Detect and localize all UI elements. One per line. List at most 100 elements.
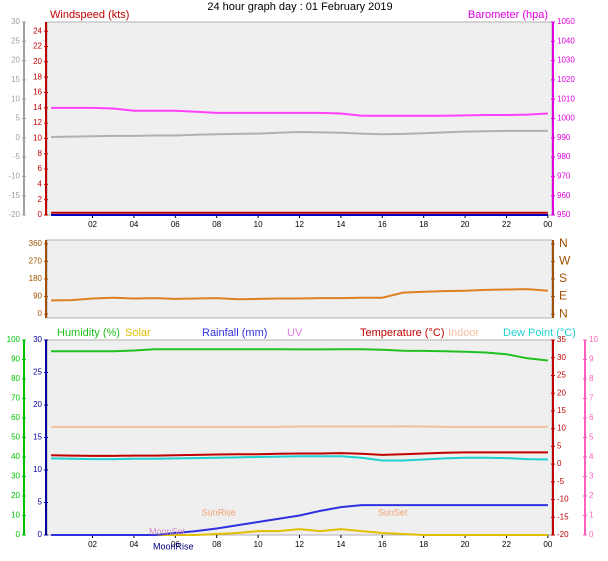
- y-tick-label: 0: [38, 530, 43, 539]
- x-tick-label: 10: [254, 540, 263, 549]
- x-tick-label: 16: [378, 220, 387, 229]
- x-tick-label: 20: [461, 220, 470, 229]
- y-tick-label: 20: [557, 388, 566, 397]
- y-tick-label: 30: [557, 353, 566, 362]
- series-line: [51, 348, 549, 362]
- x-tick-label: 16: [378, 540, 387, 549]
- legend-entry: Humidity (%): [57, 327, 120, 339]
- series-line: [51, 106, 548, 117]
- x-tick-label: 10: [254, 220, 263, 229]
- legend-entry: Temperature (°C): [360, 327, 444, 339]
- y-tick-label: 1000: [557, 114, 575, 123]
- y-tick-label: 6: [589, 413, 594, 422]
- y-tick-label: -20: [557, 530, 569, 539]
- x-tick-label: 08: [212, 220, 221, 229]
- annotation: MoonRise: [153, 541, 194, 551]
- series-line: [51, 455, 548, 462]
- y-tick-label: 4: [38, 179, 43, 188]
- annotation: SunSet: [378, 507, 408, 517]
- legend-entry: UV: [287, 327, 303, 339]
- y-tick-label: 15: [557, 406, 566, 415]
- y-tick-label: 1040: [557, 36, 575, 45]
- x-tick-label: 06: [171, 220, 180, 229]
- y-tick-label: 270: [29, 257, 43, 266]
- y-tick-label: -5: [557, 477, 565, 486]
- y-tick-label: 20: [33, 57, 42, 66]
- x-tick-label: 02: [88, 540, 97, 549]
- series-line: [51, 425, 548, 428]
- y-tick-label: 0: [38, 210, 43, 219]
- y-tick-label: 8: [589, 374, 594, 383]
- y-tick-label: 20: [11, 56, 20, 65]
- y-tick-label: 0: [16, 530, 21, 539]
- y-tick-label: 24: [33, 26, 42, 35]
- x-tick-label: 14: [336, 540, 345, 549]
- annotation: MoonSet: [149, 526, 186, 536]
- y-tick-label: 10: [589, 335, 598, 344]
- series-line: [51, 451, 548, 457]
- y2-axis-title: Barometer (hpa): [468, 9, 548, 21]
- y-tick-label: 25: [33, 368, 42, 377]
- y-tick-label: -15: [557, 512, 569, 521]
- y-tick-label: 990: [557, 133, 571, 142]
- annotation: SunRise: [202, 507, 236, 517]
- x-tick-label: 18: [419, 540, 428, 549]
- y-axis-title: Windspeed (kts): [50, 9, 129, 21]
- plot-area: [46, 21, 553, 216]
- y-tick-label: 25: [557, 371, 566, 380]
- y-tick-label: -10: [557, 495, 569, 504]
- y-tick-label: 5: [589, 433, 594, 442]
- legend-entry: Rainfall (mm): [202, 327, 267, 339]
- y-tick-label: 10: [11, 94, 20, 103]
- y-tick-label: 20: [11, 491, 20, 500]
- series-line: [51, 129, 548, 138]
- series-line: [51, 504, 548, 536]
- y-tick-label: 14: [33, 103, 42, 112]
- y-tick-label: 980: [557, 152, 571, 161]
- y-tick-label: -5: [13, 152, 21, 161]
- y-tick-label: 5: [16, 114, 21, 123]
- y-tick-label: 8: [38, 149, 43, 158]
- legend-entry: Solar: [125, 327, 151, 339]
- y-tick-label: 10: [33, 465, 42, 474]
- y-tick-label: 180: [29, 274, 43, 283]
- y-tick-label: 950: [557, 210, 571, 219]
- y-tick-label: 1020: [557, 75, 575, 84]
- y-tick-label: 60: [11, 413, 20, 422]
- y-tick-label: 1010: [557, 94, 575, 103]
- y-tick-label: 0: [557, 459, 562, 468]
- y-tick-label: 2: [38, 195, 43, 204]
- y-tick-label: 0: [38, 309, 43, 318]
- y-tick-label: 30: [33, 335, 42, 344]
- y-tick-label: 10: [11, 511, 20, 520]
- legend-entry: Dew Point (°C): [503, 327, 576, 339]
- y-tick-label: 15: [33, 433, 42, 442]
- y-tick-label: 70: [11, 394, 20, 403]
- y-tick-label: 22: [33, 42, 42, 51]
- y-tick-label: 80: [11, 374, 20, 383]
- x-tick-label: 14: [336, 220, 345, 229]
- y-tick-label: 3: [589, 472, 594, 481]
- y-tick-label: 16: [33, 88, 42, 97]
- y-tick-label: N: [559, 236, 568, 250]
- y-tick-label: 40: [11, 452, 20, 461]
- y-tick-label: 10: [557, 424, 566, 433]
- y-tick-label: 15: [11, 75, 20, 84]
- y-tick-label: 7: [589, 394, 594, 403]
- y-tick-label: 90: [11, 355, 20, 364]
- x-tick-label: 04: [129, 540, 138, 549]
- y-tick-label: 35: [557, 335, 566, 344]
- x-tick-label: 04: [129, 220, 138, 229]
- x-tick-label: 18: [419, 220, 428, 229]
- y-tick-label: 18: [33, 72, 42, 81]
- y-tick-label: 20: [33, 400, 42, 409]
- plot-area: [46, 239, 553, 319]
- y-tick-label: 360: [29, 239, 43, 248]
- y-tick-label: 1050: [557, 17, 575, 26]
- x-tick-label: 00: [543, 540, 552, 549]
- x-tick-label: 08: [212, 540, 221, 549]
- y-tick-label: 6: [38, 164, 43, 173]
- y-tick-label: 0: [16, 133, 21, 142]
- x-tick-label: 20: [461, 540, 470, 549]
- x-tick-label: 12: [295, 220, 304, 229]
